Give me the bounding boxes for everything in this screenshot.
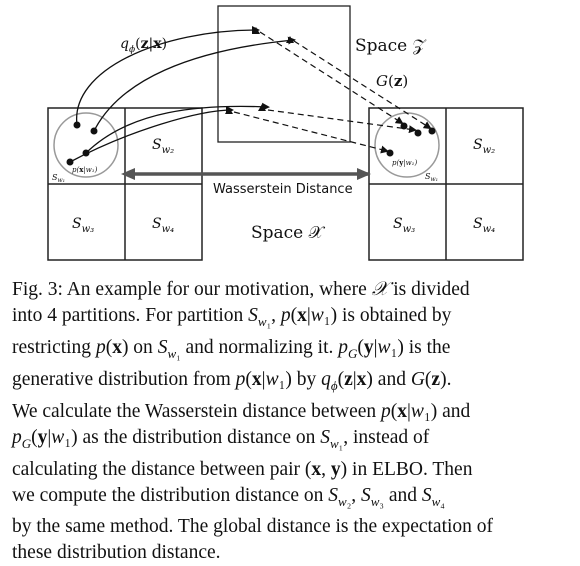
left-corner-label: Sw₁ (52, 173, 65, 184)
right-cell-s-w3: Sw₃ (393, 216, 415, 235)
right-partition-grid: Sw₂ Sw₃ Sw₄ p(y|w₁) Sw₁ (368, 107, 524, 261)
encoder-label: qϕ(z|x) (120, 36, 167, 55)
encoder-arrows (69, 26, 296, 163)
left-distribution-circle (53, 112, 119, 178)
wasserstein-label: Wasserstein Distance (213, 182, 353, 197)
generator-arrows (233, 31, 432, 154)
space-z-label: Space 𝒵 (355, 36, 427, 56)
left-cell-s-w2: Sw₂ (152, 137, 174, 156)
caption-line-1: Fig. 3: An example for our motivation, w… (12, 279, 470, 300)
figure-caption: Fig. 3: An example for our motivation, w… (12, 277, 570, 566)
right-point-2 (428, 127, 436, 135)
left-cell-s-w4: Sw₄ (152, 216, 174, 235)
caption-line-8: we compute the distribution distance on … (12, 484, 445, 509)
right-distribution-circle (374, 112, 440, 178)
caption-line-3: restricting p(x) on Sw₁ and normalizing … (12, 336, 451, 361)
right-point-3 (414, 129, 422, 137)
right-corner-label: Sw₁ (425, 172, 438, 183)
caption-line-10: these distribution distance. (12, 542, 221, 564)
space-z-box (217, 5, 351, 143)
generator-label: G(z) (376, 72, 408, 90)
caption-line-7: calculating the distance between pair (x… (12, 458, 473, 480)
left-cell-s-w3: Sw₃ (72, 216, 94, 235)
right-cell-s-w4: Sw₄ (473, 216, 495, 235)
right-cell-s-w2: Sw₂ (473, 137, 495, 156)
caption-line-6: pG(y|w₁) as the distribution distance on… (12, 426, 430, 451)
motivation-figure: Space 𝒵 Sw₂ Sw₃ Sw₄ p(x|w₁) Sw₁ Sw₂ Sw₃ … (47, 5, 524, 261)
caption-line-4: generative distribution from p(x|w₁) by … (12, 368, 452, 393)
caption-line-9: by the same method. The global distance … (12, 516, 494, 538)
caption-line-5: We calculate the Wasserstein distance be… (12, 400, 471, 422)
left-circle-label: p(x|w₁) (72, 165, 98, 174)
caption-line-2: into 4 partitions. For partition Sw₁, p(… (12, 305, 452, 329)
right-circle-label: p(y|w₁) (392, 158, 417, 167)
latent-points (225, 27, 294, 114)
right-point-4 (386, 149, 394, 157)
space-x-label: Space 𝒳 (251, 223, 326, 243)
left-partition-grid: Sw₂ Sw₃ Sw₄ p(x|w₁) Sw₁ (47, 107, 203, 261)
